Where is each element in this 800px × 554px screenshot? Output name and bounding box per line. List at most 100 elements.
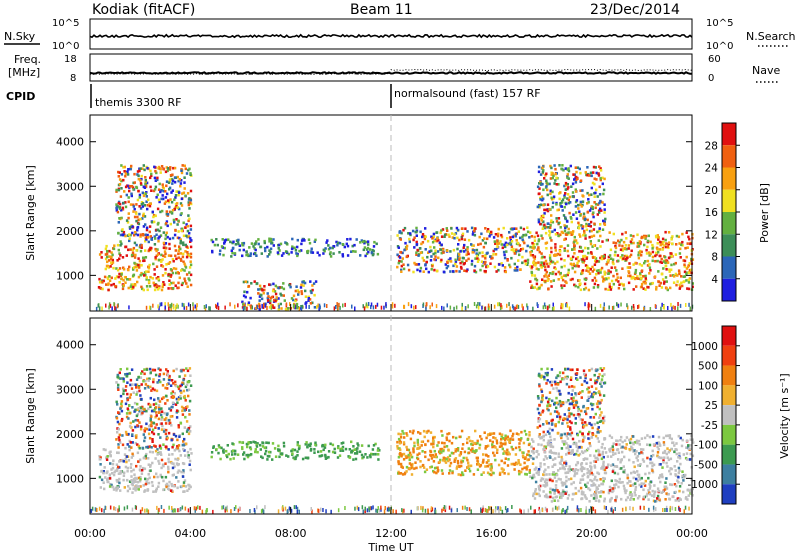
data-cell [348, 448, 351, 451]
data-cell [628, 480, 631, 483]
data-cell [647, 286, 650, 289]
data-cell [165, 428, 168, 432]
data-cell [124, 174, 127, 178]
data-cell [648, 435, 652, 439]
data-cell [432, 232, 436, 236]
data-cell [584, 302, 586, 307]
data-cell [185, 223, 188, 226]
data-cell [101, 306, 103, 311]
data-cell [542, 484, 545, 487]
data-cell [189, 447, 192, 451]
data-cell [644, 274, 647, 278]
data-cell [475, 252, 478, 255]
data-cell [169, 254, 173, 258]
data-cell [148, 305, 151, 310]
data-cell [160, 407, 163, 410]
data-cell [122, 392, 125, 396]
data-cell [416, 447, 419, 450]
data-cell [151, 220, 154, 224]
freq-trace [89, 71, 692, 75]
data-cell [159, 302, 161, 307]
data-cell [544, 259, 548, 263]
data-cell [630, 445, 633, 449]
data-cell [359, 241, 362, 244]
data-cell [522, 441, 526, 445]
data-cell [144, 454, 147, 458]
data-cell [169, 489, 173, 492]
data-cell [168, 205, 171, 209]
data-cell [452, 264, 455, 268]
data-cell [670, 263, 673, 267]
data-cell [564, 274, 567, 277]
data-cell [510, 256, 513, 260]
data-cell [472, 449, 475, 453]
data-cell [126, 173, 130, 176]
data-cell [167, 465, 170, 469]
data-cell [567, 493, 571, 497]
data-cell [142, 212, 145, 216]
data-cell [155, 423, 158, 426]
data-cell [654, 254, 657, 258]
data-cell [164, 432, 168, 436]
data-cell [128, 305, 130, 310]
data-cell [403, 226, 407, 230]
data-cell [250, 282, 253, 285]
data-cell [109, 482, 112, 486]
data-cell [595, 273, 598, 276]
data-cell [574, 284, 577, 288]
data-cell [154, 169, 157, 173]
data-cell [546, 279, 549, 282]
data-cell [410, 463, 413, 467]
data-cell [661, 237, 665, 241]
data-cell [300, 249, 303, 252]
data-cell [509, 429, 512, 433]
data-cell [564, 216, 567, 220]
data-cell [124, 205, 128, 209]
data-cell [542, 214, 545, 217]
data-cell [403, 304, 406, 309]
data-cell [589, 478, 592, 482]
data-cell [544, 468, 547, 472]
data-cell [160, 397, 164, 401]
data-cell [480, 473, 483, 476]
data-cell [582, 217, 585, 220]
data-cell [179, 252, 182, 255]
data-cell [171, 390, 175, 393]
data-cell [532, 457, 535, 461]
data-cell [157, 367, 160, 370]
data-cell [118, 252, 121, 255]
data-cell [501, 447, 504, 451]
data-cell [593, 256, 596, 259]
data-cell [139, 376, 143, 379]
data-cell [163, 255, 167, 258]
data-cell [619, 248, 623, 251]
data-cell [130, 368, 134, 371]
data-cell [420, 440, 424, 444]
data-cell [535, 492, 538, 496]
data-cell [494, 458, 497, 462]
data-cell [167, 287, 170, 290]
data-cell [128, 487, 132, 490]
data-cell [619, 460, 622, 464]
data-cell [259, 443, 262, 447]
data-cell [175, 447, 178, 451]
data-cell [181, 413, 185, 416]
data-cell [168, 374, 171, 378]
data-cell [531, 274, 534, 277]
data-cell [194, 304, 196, 309]
data-cell [546, 203, 550, 206]
data-cell [553, 491, 556, 495]
data-cell [648, 487, 652, 490]
data-cell [595, 449, 598, 453]
data-cell [374, 442, 377, 446]
data-cell [282, 252, 285, 255]
data-cell [124, 172, 127, 175]
data-cell [599, 178, 602, 182]
data-cell [686, 265, 690, 269]
data-cell [475, 254, 479, 258]
data-cell [99, 456, 102, 459]
data-cell [584, 171, 587, 174]
data-cell [528, 471, 531, 474]
data-cell [573, 235, 576, 239]
data-cell [425, 468, 429, 471]
